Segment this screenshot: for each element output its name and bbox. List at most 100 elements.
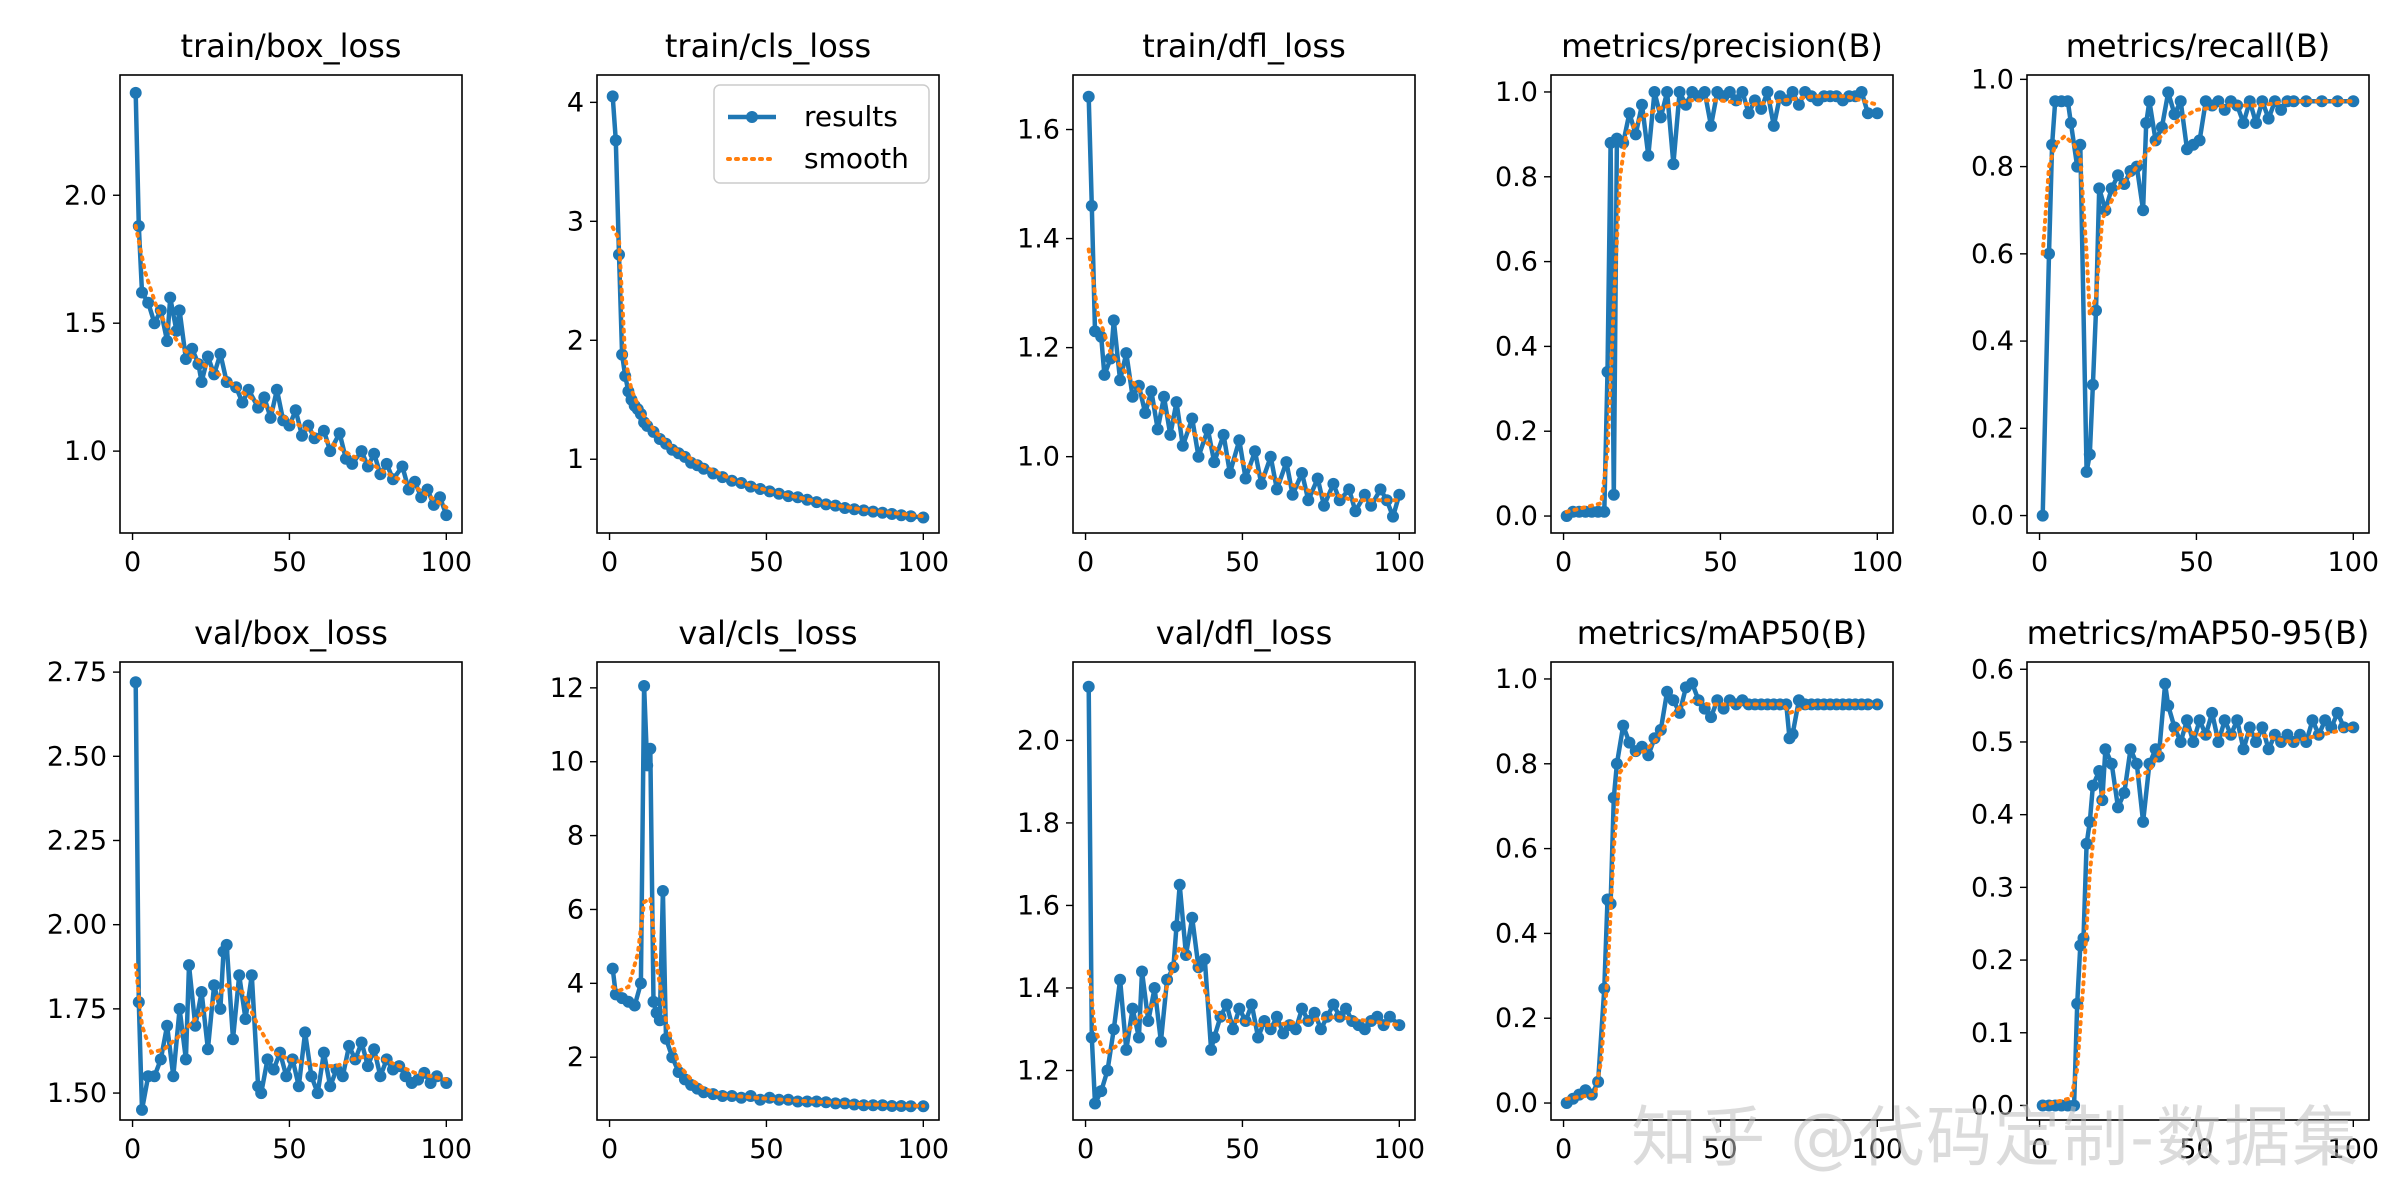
y-tick-label: 10 — [550, 747, 584, 778]
results-point — [2099, 743, 2112, 756]
results-point — [195, 986, 208, 998]
axes-frame — [1550, 661, 1894, 1121]
y-tick-label: 1.0 — [1495, 664, 1538, 695]
x-tick-label: 50 — [1225, 1134, 1259, 1165]
results-point — [1629, 128, 1642, 141]
x-tick-label: 0 — [1555, 547, 1572, 578]
x-tick-label: 0 — [1077, 1134, 1094, 1165]
x-tick-label: 100 — [421, 547, 473, 578]
results-point — [1296, 1002, 1308, 1015]
results-point — [2112, 169, 2124, 182]
results-point — [1249, 445, 1261, 458]
y-tick-label: 0.6 — [1971, 239, 2014, 270]
results-point — [161, 335, 174, 348]
results-point — [647, 995, 660, 1008]
results-point — [1855, 86, 1868, 98]
y-tick-label: 1.6 — [1017, 115, 1060, 146]
results-point — [2083, 815, 2096, 828]
results-point — [1220, 998, 1233, 1011]
axes-frame — [1072, 661, 1416, 1121]
plot-area — [1082, 90, 1406, 523]
subplot-title: val/box_loss — [194, 614, 388, 652]
results-point — [142, 296, 155, 309]
results-point — [1314, 1023, 1327, 1036]
results-point — [2331, 706, 2344, 719]
results-point — [2093, 765, 2106, 777]
subplot-metrics-precision-b-: metrics/precision(B) 0 50 100 0.0 0.2 0.4 0.6 0.… — [1495, 27, 1903, 578]
y-tick-label: 1.5 — [64, 308, 107, 339]
results-point — [1383, 1010, 1396, 1023]
plot-area — [2036, 86, 2360, 522]
y-tick-label: 3 — [567, 206, 584, 237]
results-point — [1270, 1010, 1283, 1023]
smooth-line — [1086, 942, 1402, 1058]
results-point — [1082, 680, 1095, 693]
results-point — [1610, 757, 1623, 770]
y-tick-label: 1.4 — [1017, 224, 1060, 255]
results-point — [1371, 1010, 1384, 1023]
results-point — [1792, 98, 1805, 111]
y-tick-label: 0.0 — [1971, 1090, 2014, 1121]
results-point — [189, 1019, 202, 1032]
y-tick-label: 12 — [550, 673, 584, 704]
x-tick-label: 100 — [421, 1134, 473, 1165]
y-tick-label: 2.75 — [47, 657, 107, 688]
y-tick-label: 2.00 — [47, 910, 107, 941]
results-point — [2256, 721, 2269, 734]
results-point — [1617, 719, 1630, 732]
results-point — [1302, 494, 1315, 507]
results-point — [161, 1019, 174, 1032]
x-tick-label: 0 — [124, 547, 141, 578]
results-point — [1667, 694, 1680, 707]
x-tick-label: 0 — [2031, 547, 2048, 578]
results-point — [1280, 456, 1293, 469]
results-point — [2181, 714, 2193, 727]
results-point — [656, 885, 669, 897]
results-point — [1277, 1027, 1290, 1040]
y-tick-label: 0.6 — [1495, 834, 1538, 865]
results-point — [1667, 158, 1680, 171]
x-tick-label: 100 — [2328, 1134, 2380, 1165]
results-point — [2262, 743, 2275, 756]
x-tick-label: 50 — [749, 547, 783, 578]
results-point — [1192, 450, 1205, 463]
results-point — [1648, 86, 1661, 98]
results-point — [195, 376, 208, 388]
smooth-line — [2040, 99, 2356, 316]
results-point — [810, 1095, 823, 1108]
results-point — [2112, 801, 2124, 814]
results-point — [1742, 107, 1755, 120]
results-point — [2187, 736, 2200, 748]
plot-area — [129, 86, 453, 522]
results-point — [380, 457, 393, 470]
results-point — [355, 445, 368, 458]
results-point — [1607, 488, 1620, 501]
results-point — [1161, 973, 1174, 986]
x-tick-label: 100 — [898, 547, 950, 578]
results-point — [1871, 107, 1884, 120]
results-point — [1217, 428, 1230, 441]
results-point — [1120, 1043, 1133, 1056]
results-point — [1598, 505, 1611, 518]
results-point — [343, 1039, 355, 1052]
results-point — [1186, 911, 1199, 924]
plot-area — [1082, 680, 1406, 1110]
plot-area — [1560, 677, 1884, 1109]
results-point — [1393, 1019, 1406, 1032]
results-point — [2043, 247, 2055, 260]
results-point — [1126, 1002, 1139, 1015]
x-tick-label: 0 — [601, 1134, 618, 1165]
results-point — [1158, 390, 1170, 403]
subplot-val-cls-loss: val/cls_loss 0 50 100 2 4 6 8 10 12 — [550, 614, 949, 1165]
x-tick-label: 50 — [2179, 1134, 2213, 1165]
results-point — [2193, 134, 2206, 147]
results-point — [2262, 112, 2275, 125]
results-point — [136, 286, 148, 299]
results-point — [1333, 494, 1346, 507]
results-point — [208, 979, 221, 992]
results-point — [267, 1063, 280, 1076]
y-tick-label: 1.2 — [1017, 1055, 1060, 1086]
results-point — [1623, 107, 1636, 120]
subplot-train-dfl-loss: train/dfl_loss 0 50 100 1.0 1.2 1.4 1.6 — [1017, 27, 1425, 578]
y-tick-label: 2 — [567, 325, 584, 356]
